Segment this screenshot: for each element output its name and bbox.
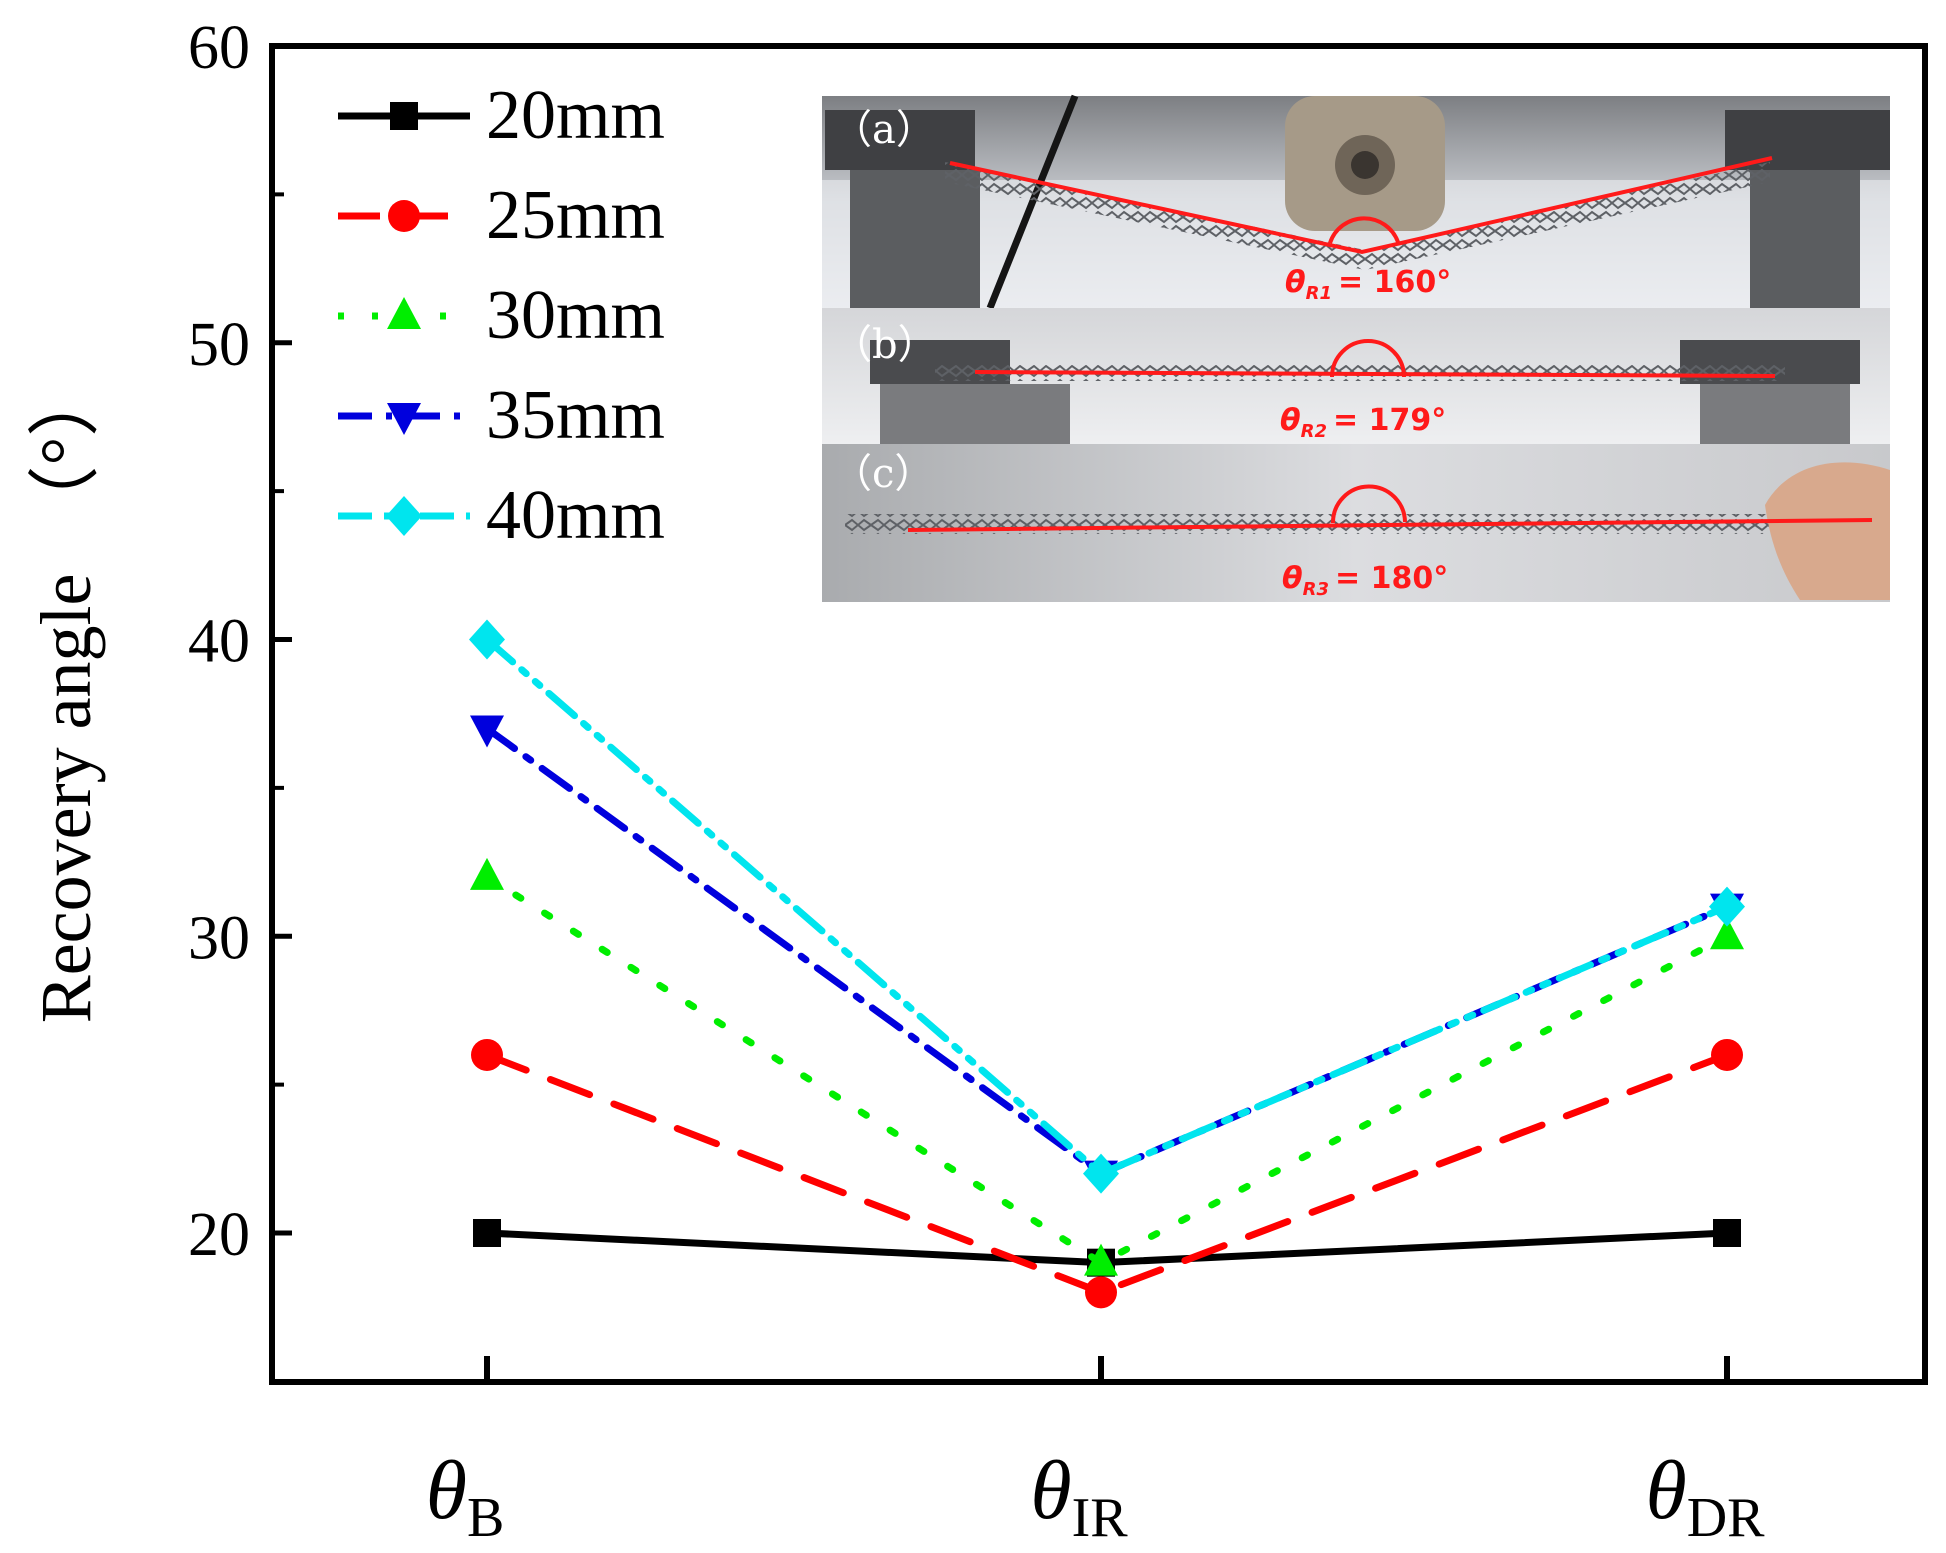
- series-line: [483, 725, 1731, 1178]
- legend-marker: [386, 496, 422, 536]
- inset-panel-a-label: （a）: [832, 107, 936, 153]
- legend-entry: 35mm: [338, 377, 665, 454]
- inset-panel-c-label: （c）: [832, 451, 934, 497]
- legend-label: 40mm: [486, 477, 665, 554]
- series-line: [483, 636, 1731, 1178]
- data-point: [471, 1038, 503, 1071]
- inset-photos: （a） θR1 = 160° （b） θR2 = 179°: [822, 94, 1890, 602]
- inset-panel-b-annotation: θR2 = 179°: [1280, 403, 1446, 442]
- data-point: [1083, 1153, 1119, 1194]
- data-point: [1711, 1038, 1743, 1071]
- y-axis-label-text: Recovery angle: [26, 574, 106, 1024]
- data-point: [1084, 1243, 1118, 1276]
- x-axis-ticks: θB θIR θDR: [426, 1356, 1765, 1549]
- data-point: [470, 857, 504, 890]
- data-point: [469, 619, 505, 660]
- y-tick-label: 20: [188, 1201, 250, 1269]
- data-point: [473, 1219, 501, 1247]
- x-tick-label: θDR: [1645, 1444, 1765, 1549]
- y-axis-ticks: 20 30 40 50 60: [188, 14, 292, 1269]
- legend-entry: 25mm: [338, 177, 665, 254]
- legend-entry: 20mm: [338, 77, 665, 154]
- y-tick-label: 30: [188, 904, 250, 972]
- data-point: [470, 715, 504, 748]
- legend: 20mm 25mm 30mm 35mm 40mm: [338, 77, 665, 554]
- y-axis-label: Recovery angle （°）: [26, 365, 106, 1024]
- inset-panel-b: （b） θR2 = 179°: [822, 308, 1890, 444]
- series-25mm: [471, 1038, 1743, 1309]
- data-point: [1713, 1219, 1741, 1247]
- svg-text:Recovery angle （°）: Recovery angle （°）: [26, 365, 106, 1024]
- y-axis-label-unit: （°）: [26, 365, 106, 538]
- y-tick-label: 40: [188, 608, 250, 676]
- data-point: [1709, 886, 1745, 927]
- legend-label: 20mm: [486, 77, 665, 154]
- legend-entry: 40mm: [338, 477, 665, 554]
- data-point: [1710, 917, 1744, 950]
- series-line: [483, 873, 1731, 1267]
- legend-marker: [387, 297, 421, 329]
- legend-entry: 30mm: [338, 277, 665, 354]
- series-line: [483, 1051, 1731, 1297]
- inset-panel-a-annotation: θR1 = 160°: [1285, 265, 1451, 304]
- legend-label: 35mm: [486, 377, 665, 454]
- legend-label: 25mm: [486, 177, 665, 254]
- x-tick-label: θIR: [1030, 1444, 1128, 1549]
- y-tick-label: 60: [188, 14, 250, 82]
- inset-panel-c-annotation: θR3 = 180°: [1282, 561, 1448, 600]
- legend-marker: [388, 200, 420, 232]
- series-40mm: [469, 619, 1745, 1194]
- inset-panel-a: （a） θR1 = 160°: [822, 94, 1890, 310]
- series-layer: [469, 619, 1745, 1309]
- legend-marker: [390, 102, 418, 130]
- legend-marker: [387, 403, 421, 435]
- series-30mm: [470, 857, 1744, 1276]
- y-tick-label: 50: [188, 311, 250, 379]
- x-tick-label: θB: [426, 1444, 505, 1549]
- inset-panel-b-label: （b）: [832, 322, 938, 368]
- legend-label: 30mm: [486, 277, 665, 354]
- data-point: [1085, 1276, 1117, 1309]
- inset-panel-c: （c） θR3 = 180°: [822, 444, 1890, 602]
